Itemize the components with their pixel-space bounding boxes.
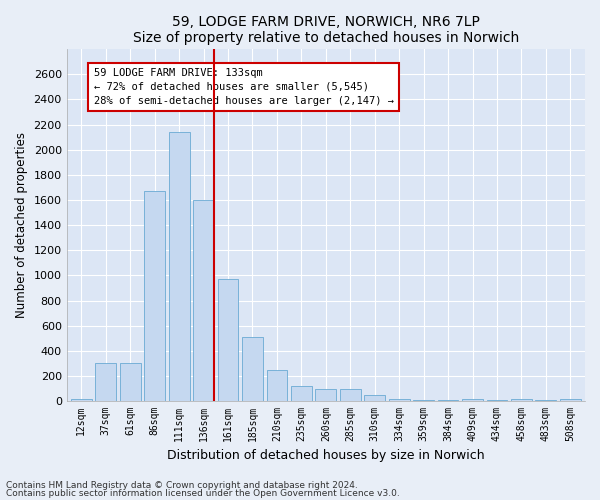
Bar <box>144 191 165 401</box>
Bar <box>389 398 410 401</box>
Bar <box>71 398 92 401</box>
Text: Contains HM Land Registry data © Crown copyright and database right 2024.: Contains HM Land Registry data © Crown c… <box>6 480 358 490</box>
Bar <box>364 396 385 401</box>
X-axis label: Distribution of detached houses by size in Norwich: Distribution of detached houses by size … <box>167 450 485 462</box>
Bar <box>487 400 508 401</box>
Bar <box>95 364 116 401</box>
Bar <box>218 279 238 401</box>
Bar <box>266 370 287 401</box>
Title: 59, LODGE FARM DRIVE, NORWICH, NR6 7LP
Size of property relative to detached hou: 59, LODGE FARM DRIVE, NORWICH, NR6 7LP S… <box>133 15 519 45</box>
Bar <box>169 132 190 401</box>
Bar <box>437 400 458 401</box>
Bar <box>462 399 483 401</box>
Text: 59 LODGE FARM DRIVE: 133sqm
← 72% of detached houses are smaller (5,545)
28% of : 59 LODGE FARM DRIVE: 133sqm ← 72% of det… <box>94 68 394 106</box>
Bar <box>291 386 312 401</box>
Text: Contains public sector information licensed under the Open Government Licence v3: Contains public sector information licen… <box>6 489 400 498</box>
Bar <box>511 398 532 401</box>
Bar <box>193 200 214 401</box>
Bar <box>316 389 336 401</box>
Y-axis label: Number of detached properties: Number of detached properties <box>15 132 28 318</box>
Bar <box>560 398 581 401</box>
Bar <box>242 337 263 401</box>
Bar <box>340 389 361 401</box>
Bar <box>120 364 140 401</box>
Bar <box>535 400 556 401</box>
Bar <box>413 400 434 401</box>
